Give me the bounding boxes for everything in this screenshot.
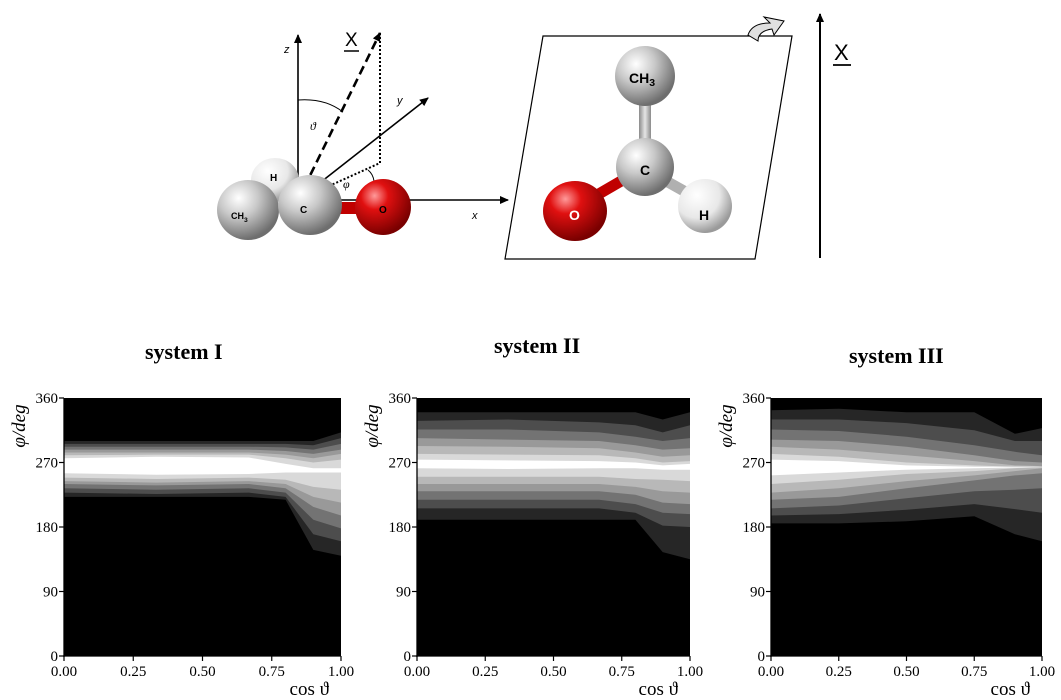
- vector-label: X: [345, 30, 358, 51]
- atom-ch3-right-label: CH3: [629, 70, 655, 89]
- x-direction-label: X: [834, 40, 849, 65]
- atom-h-right: [678, 179, 732, 233]
- theta-label: ϑ: [310, 119, 317, 133]
- y-tick-label: 270: [743, 456, 766, 472]
- panel-2-title: system II: [494, 333, 581, 358]
- atom-c: [278, 175, 342, 235]
- atom-h-label: H: [270, 173, 277, 184]
- phi-label: φ: [343, 177, 350, 191]
- contour-band-7: [417, 459, 690, 470]
- x-tick-label: 1.00: [1029, 664, 1055, 680]
- x-tick-label: 0.00: [758, 664, 784, 680]
- panel-1-title: system I: [145, 339, 223, 364]
- x-tick-label: 0.00: [404, 664, 430, 680]
- x-tick-label: 0.00: [51, 664, 77, 680]
- atom-c-right: [616, 138, 674, 196]
- y-tick-label: 0: [404, 649, 412, 665]
- y-axis-label: φ/deg: [362, 404, 383, 447]
- theta-arc: [297, 99, 344, 113]
- y-tick-label: 270: [389, 456, 412, 472]
- y-tick-label: 180: [36, 520, 59, 536]
- x-tick-label: 0.75: [259, 664, 285, 680]
- atom-o-right-label: O: [569, 207, 580, 223]
- molecular-plane-diagram: CH3 C H O: [504, 16, 793, 260]
- atom-o: [355, 179, 411, 235]
- atom-h-right-label: H: [699, 207, 709, 223]
- atom-ch3-right: [615, 46, 675, 106]
- y-axis-label: φ/deg: [716, 404, 737, 447]
- y-axis-label: y: [396, 95, 404, 107]
- y-axis-label: φ/deg: [9, 404, 30, 447]
- x-vector: [296, 32, 382, 201]
- x-tick-label: 0.25: [826, 664, 852, 680]
- y-tick-label: 90: [750, 585, 765, 601]
- x-tick-label: 0.50: [189, 664, 215, 680]
- y-tick-label: 0: [758, 649, 766, 665]
- z-axis-label: z: [283, 44, 290, 56]
- y-tick-label: 180: [743, 520, 766, 536]
- y-tick-label: 270: [36, 456, 59, 472]
- y-tick-label: 90: [43, 585, 58, 601]
- atom-c-label: C: [300, 205, 307, 216]
- x-tick-label: 0.25: [120, 664, 146, 680]
- y-tick-label: 180: [389, 520, 412, 536]
- rotation-arrow-icon: [747, 16, 785, 42]
- x-tick-label: 0.75: [609, 664, 635, 680]
- x-axis-label: cos ϑ: [290, 679, 330, 700]
- contour-band-7: [64, 456, 341, 475]
- atom-o-right: [543, 181, 607, 241]
- x-tick-label: 0.75: [961, 664, 987, 680]
- atom-ch3: [217, 180, 279, 240]
- x-tick-label: 1.00: [328, 664, 354, 680]
- x-axis-label: x: [471, 210, 478, 222]
- y-tick-label: 360: [743, 391, 766, 407]
- atom-o-label: O: [379, 205, 387, 216]
- atom-ch3-label: CH3: [231, 211, 248, 224]
- x-tick-label: 1.00: [677, 664, 703, 680]
- x-axis-label: cos ϑ: [639, 679, 679, 700]
- panel-3-title: system III: [849, 343, 944, 368]
- x-tick-label: 0.50: [540, 664, 566, 680]
- x-tick-label: 0.50: [893, 664, 919, 680]
- y-tick-label: 360: [36, 391, 59, 407]
- contour-band-7: [771, 459, 1042, 476]
- plot-background: [64, 398, 341, 656]
- y-tick-label: 0: [51, 649, 59, 665]
- x-direction-arrow: X: [816, 13, 851, 258]
- x-axis-label: cos ϑ: [991, 679, 1031, 700]
- y-tick-label: 90: [396, 585, 411, 601]
- y-tick-label: 360: [389, 391, 412, 407]
- atom-c-right-label: C: [640, 162, 650, 178]
- orientation-diagram: H CH3 C O z y x X ϑ φ: [217, 30, 509, 240]
- x-tick-label: 0.25: [472, 664, 498, 680]
